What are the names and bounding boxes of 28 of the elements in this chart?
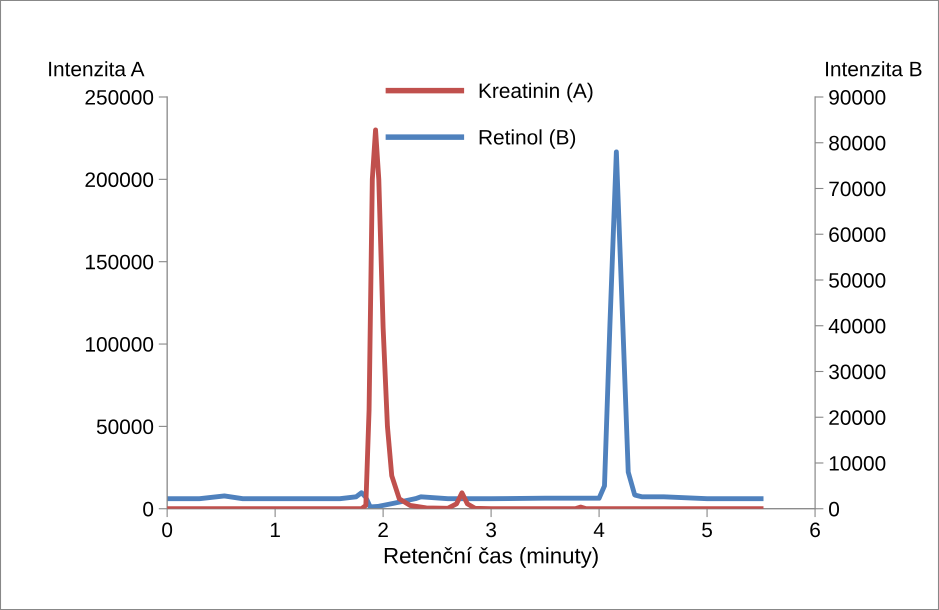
- y2-tick-label: 40000: [828, 318, 886, 334]
- y-tick-label: 100000: [86, 337, 154, 352]
- y2-tick-label: 60000: [829, 227, 886, 242]
- y2-axis-title: Intenzita B: [826, 61, 922, 76]
- y-tick-label: 0: [143, 502, 154, 516]
- y2-tick-label: 20000: [829, 410, 886, 425]
- y2-tick-label: 90000: [829, 90, 886, 105]
- legend-label: Retinol (B): [480, 129, 576, 149]
- x-tick-label: 0: [162, 522, 172, 538]
- y-axis-title: Intenzita A: [49, 61, 144, 76]
- x-tick-label: 2: [378, 522, 388, 538]
- y-tick-label: 250000: [85, 90, 154, 105]
- x-tick-label: 6: [810, 522, 820, 538]
- x-tick-label: 1: [270, 522, 280, 538]
- y2-tick-label: 10000: [830, 456, 886, 471]
- legend-label: Kreatinin (A): [480, 82, 592, 102]
- y-tick-label: 200000: [85, 172, 154, 188]
- x-axis-title: Retenční čas (minuty): [384, 546, 598, 568]
- y-tick-label: 150000: [86, 254, 154, 270]
- y2-tick-label: 50000: [829, 272, 886, 288]
- y2-tick-label: 80000: [829, 136, 886, 150]
- y2-tick-label: 70000: [829, 181, 886, 196]
- x-tick-label: 5: [702, 522, 712, 538]
- y-tick-label: 50000: [96, 419, 154, 434]
- x-tick-label: 4: [594, 522, 604, 538]
- y2-tick-label: 0: [829, 502, 840, 516]
- x-tick-label: 3: [486, 522, 496, 538]
- y2-tick-label: 30000: [829, 364, 886, 380]
